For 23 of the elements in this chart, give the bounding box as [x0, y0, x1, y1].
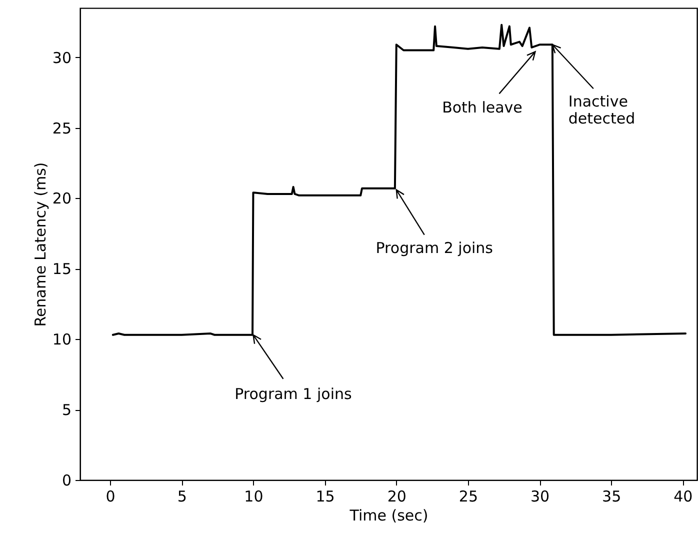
x-tick-label: 30 — [530, 488, 550, 506]
y-tick-label: 30 — [52, 48, 72, 67]
x-axis-title: Time (sec) — [348, 506, 428, 524]
y-tick-label: 25 — [52, 119, 72, 138]
x-tick-label: 15 — [316, 488, 335, 506]
x-tick-label: 35 — [602, 488, 622, 506]
annotation: Program 1 joins — [234, 384, 352, 403]
line-series — [112, 24, 687, 336]
x-tick-label: 5 — [177, 488, 187, 506]
x-tick-label: 25 — [458, 488, 478, 506]
y-tick-label: 5 — [62, 401, 72, 420]
x-tick-label: 40 — [674, 488, 693, 506]
y-tick-label: 20 — [52, 190, 72, 208]
x-tick-label: 20 — [387, 488, 406, 506]
x-tick-label: 0 — [106, 488, 116, 506]
annotation: Both leave — [442, 98, 522, 117]
annotation: Program 2 joins — [376, 238, 494, 257]
annotation: Inactive detected — [568, 92, 636, 128]
y-tick-label: 0 — [62, 472, 72, 490]
y-tick-label: 15 — [52, 260, 72, 278]
y-axis-title: Rename Latency (ms) — [31, 162, 50, 327]
x-tick-label: 10 — [244, 488, 264, 506]
y-tick-label: 10 — [52, 330, 72, 349]
